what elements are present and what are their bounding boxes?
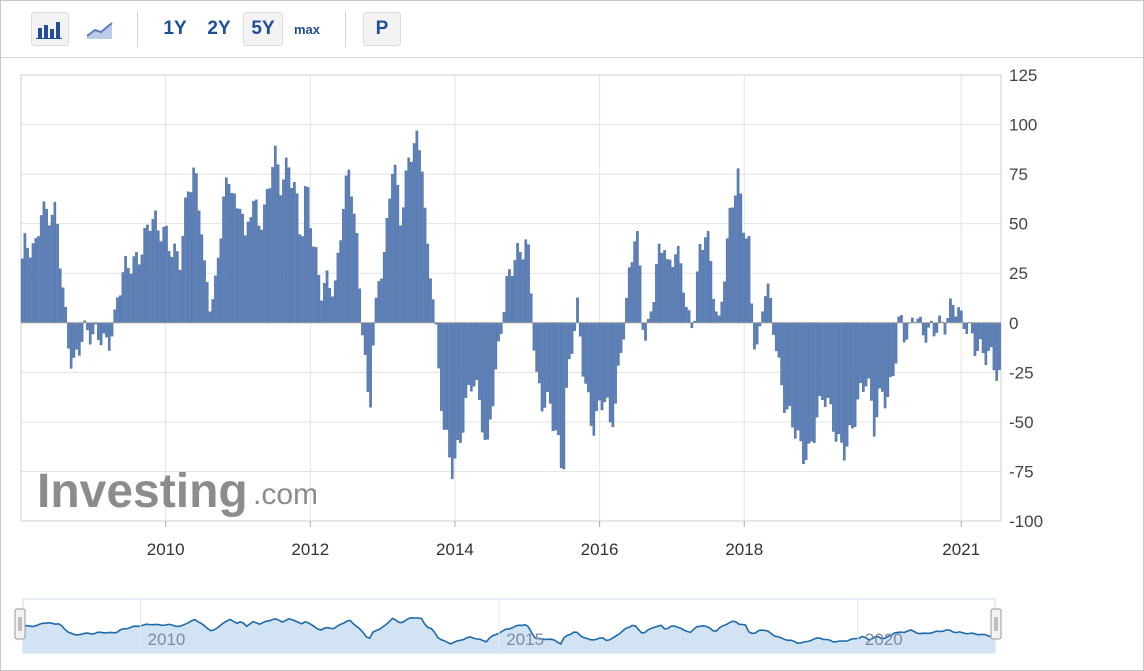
x-tick-label: 2018 bbox=[725, 540, 763, 559]
bar-chart-icon bbox=[36, 22, 62, 39]
y-tick-label: 100 bbox=[1009, 116, 1037, 135]
navigator-label: 2020 bbox=[865, 630, 903, 649]
x-tick-label: 2012 bbox=[291, 540, 329, 559]
navigator-series bbox=[22, 598, 996, 654]
y-tick-label: -75 bbox=[1009, 462, 1034, 481]
y-tick-label: 75 bbox=[1009, 165, 1028, 184]
navigator-line bbox=[22, 616, 996, 645]
y-tick-label: -100 bbox=[1009, 512, 1043, 531]
toolbar-separator bbox=[345, 11, 346, 47]
y-tick-label: 50 bbox=[1009, 215, 1028, 234]
navigator-label: 2015 bbox=[506, 630, 544, 649]
p-button[interactable]: P bbox=[363, 12, 401, 46]
bar-chart-button[interactable] bbox=[31, 12, 69, 46]
chart-toolbar: 1Y 2Y 5Y max P bbox=[1, 1, 1143, 58]
y-tick-label: 125 bbox=[1009, 66, 1037, 85]
y-tick-label: 25 bbox=[1009, 264, 1028, 283]
handle-right[interactable] bbox=[990, 608, 1002, 640]
y-tick-label: -50 bbox=[1009, 413, 1034, 432]
period-2y-label: 2Y bbox=[207, 18, 231, 39]
period-1y-button[interactable]: 1Y bbox=[155, 12, 195, 46]
handle-left[interactable] bbox=[14, 608, 26, 640]
x-tick-label: 2010 bbox=[147, 540, 185, 559]
y-tick-label: 0 bbox=[1009, 314, 1018, 333]
period-max-button[interactable]: max bbox=[287, 12, 327, 46]
period-max-label: max bbox=[293, 21, 321, 37]
x-tick-label: 2021 bbox=[942, 540, 980, 559]
x-tick-label: 2014 bbox=[436, 540, 474, 559]
p-label: P bbox=[375, 18, 389, 39]
watermark-brand: Investing bbox=[37, 465, 248, 518]
toolbar-separator bbox=[137, 11, 138, 47]
x-tick-label: 2016 bbox=[581, 540, 619, 559]
navigator-area bbox=[23, 617, 995, 653]
bars bbox=[20, 130, 1001, 479]
watermark: Investing .com bbox=[37, 465, 318, 518]
period-5y-button[interactable]: 5Y bbox=[243, 12, 283, 46]
navigator-left-handle[interactable] bbox=[14, 608, 26, 640]
period-1y-label: 1Y bbox=[163, 18, 187, 39]
navigator-label: 2010 bbox=[148, 630, 186, 649]
navigator-right-handle[interactable] bbox=[990, 608, 1002, 640]
navigator-labels: 2010 2015 2020 bbox=[139, 599, 903, 653]
y-tick-label: -25 bbox=[1009, 363, 1034, 382]
period-2y-button[interactable]: 2Y bbox=[199, 12, 239, 46]
x-axis: 2010 2012 2014 2016 2018 2021 bbox=[147, 521, 980, 559]
period-5y-label: 5Y bbox=[251, 18, 275, 39]
watermark-suffix: .com bbox=[253, 478, 318, 511]
line-chart-button[interactable] bbox=[81, 12, 119, 46]
y-axis: 125 100 75 50 25 0 -25 -50 -75 -100 bbox=[1009, 66, 1043, 531]
line-chart-icon bbox=[86, 22, 113, 39]
